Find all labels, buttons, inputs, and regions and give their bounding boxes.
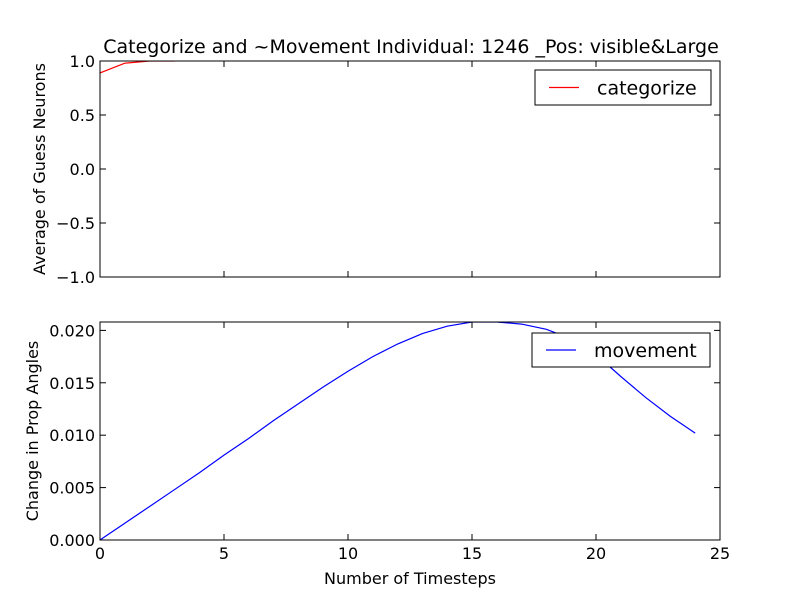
x-axis-label: Number of Timesteps xyxy=(324,569,496,588)
y-tick-label: 0.010 xyxy=(49,426,95,445)
y-axis-label: Change in Prop Angles xyxy=(23,341,42,522)
x-tick-label: 15 xyxy=(462,544,482,563)
plot-frame xyxy=(99,321,721,541)
y-tick-label: 0.015 xyxy=(49,374,95,393)
y-axis-label: Average of Guess Neurons xyxy=(30,63,49,275)
y-tick-label: 0.020 xyxy=(49,321,95,340)
top-axes-categorize: 1.0 0.5 0.0 −0.5 −1.0 Average of Guess Neuron… xyxy=(30,52,721,287)
x-tick-label: 25 xyxy=(710,544,730,563)
bottom-axes-movement: 0.000 0.005 0.010 0.015 0.020 0 5 10 15 20 25 Chang… xyxy=(23,321,730,588)
y-tick-label: −1.0 xyxy=(56,268,95,287)
chart-title: Categorize and ~Movement Individual: 124… xyxy=(103,36,719,58)
y-tick-label: 0.5 xyxy=(70,106,95,125)
x-tick-label: 10 xyxy=(338,544,358,563)
legend-label: movement xyxy=(594,340,697,362)
y-tick-label: 0.0 xyxy=(70,160,95,179)
y-tick-label: 1.0 xyxy=(70,52,95,71)
y-tick-label: 0.000 xyxy=(49,531,95,550)
series-line-categorize xyxy=(100,61,175,74)
x-tick-label: 5 xyxy=(219,544,229,563)
legend-label: categorize xyxy=(597,78,697,100)
x-tick-label: 0 xyxy=(95,544,105,563)
y-tick-label: 0.005 xyxy=(49,479,95,498)
x-tick-label: 20 xyxy=(586,544,606,563)
y-tick-label: −0.5 xyxy=(56,214,95,233)
